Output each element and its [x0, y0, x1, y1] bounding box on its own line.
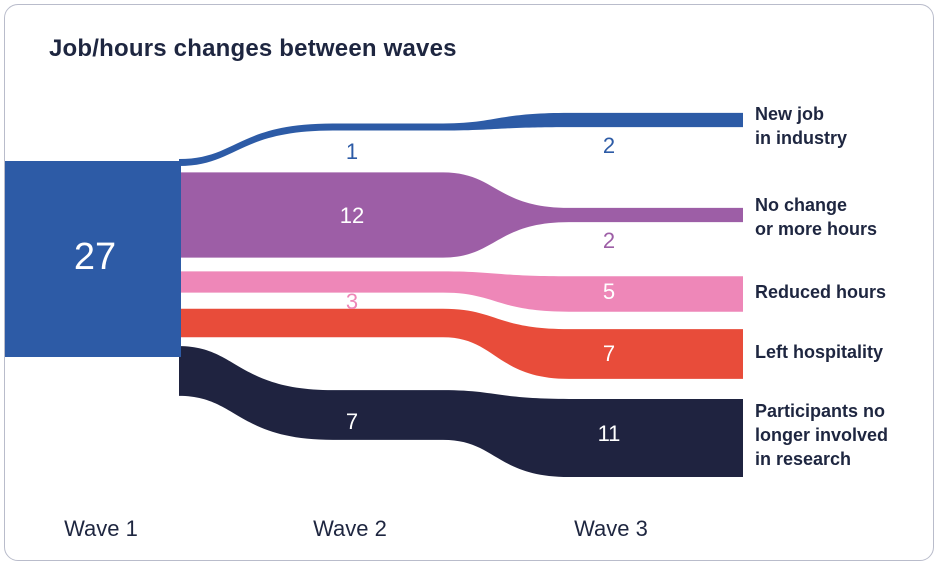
wave1-total-label: 27	[74, 236, 116, 278]
flow-band-new-job-in-industry	[179, 112, 743, 166]
category-label-no-change-or-more-hours-line2: or more hours	[755, 219, 877, 239]
category-label-no-change-or-more-hours-line1: No change	[755, 195, 847, 215]
category-label-reduced-hours-line1: Reduced hours	[755, 282, 886, 302]
stage-label-wave-1: Wave 1	[64, 516, 138, 541]
value-label-wave3-reduced-hours: 5	[603, 279, 615, 304]
flow-band-left-hospitality	[179, 308, 743, 379]
category-label-participants-no-longer-involved-in-research-line1: Participants no	[755, 401, 885, 421]
value-label-wave3-no-change-or-more-hours: 2	[603, 228, 615, 253]
value-label-wave2-new-job-in-industry: 1	[346, 139, 358, 164]
value-label-wave2-participants-no-longer-involved-in-research: 7	[346, 409, 358, 434]
category-label-participants-no-longer-involved-in-research-line2: longer involved	[755, 425, 888, 445]
value-label-wave2-no-change-or-more-hours: 12	[340, 203, 364, 228]
value-label-wave2-left-hospitality: 4	[346, 351, 358, 376]
wave1-block	[5, 161, 181, 357]
stage-label-wave-3: Wave 3	[574, 516, 648, 541]
flow-band-reduced-hours	[179, 271, 743, 312]
flow-band-no-change-or-more-hours	[179, 172, 743, 258]
category-label-new-job-in-industry-line1: New job	[755, 104, 824, 124]
category-label-new-job-in-industry-line2: in industry	[755, 128, 847, 148]
chart-card: Job/hours changes between waves 27 1 2 12 2 3…	[4, 4, 934, 561]
stage-label-wave-2: Wave 2	[313, 516, 387, 541]
category-label-left-hospitality-line1: Left hospitality	[755, 342, 883, 362]
value-label-wave3-participants-no-longer-involved-in-research: 11	[598, 421, 621, 446]
chart-title: Job/hours changes between waves	[49, 35, 457, 62]
value-label-wave3-left-hospitality: 7	[603, 341, 615, 366]
value-label-wave3-new-job-in-industry: 2	[603, 133, 615, 158]
category-label-participants-no-longer-involved-in-research-line3: in research	[755, 449, 851, 469]
flow-band-participants-no-longer-involved-in-research	[179, 346, 743, 478]
value-label-wave2-reduced-hours: 3	[346, 289, 358, 314]
